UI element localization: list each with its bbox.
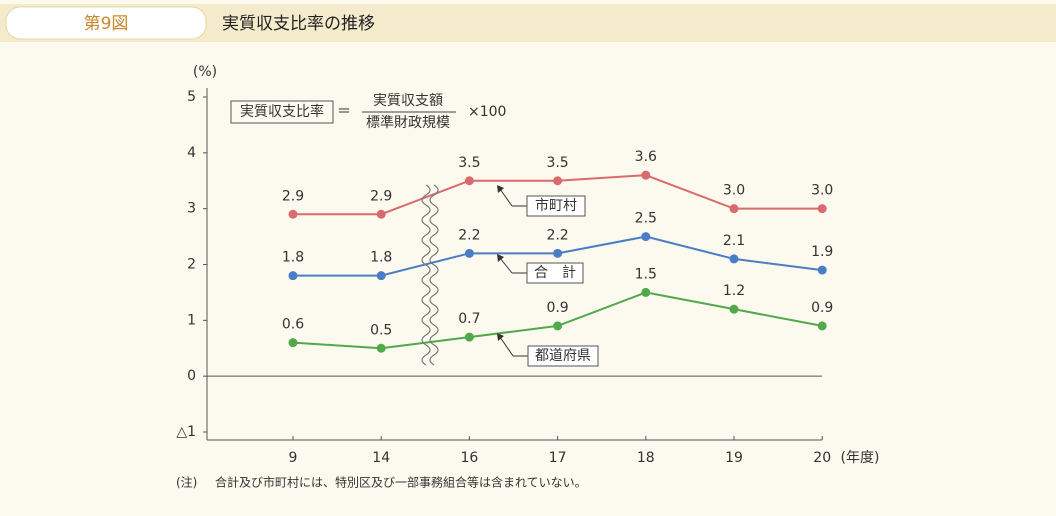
data-label: 3.5 bbox=[546, 155, 568, 171]
data-label: 1.8 bbox=[282, 250, 304, 266]
data-label: 0.9 bbox=[811, 300, 833, 316]
data-label: 0.5 bbox=[370, 322, 392, 338]
point bbox=[817, 321, 827, 331]
point bbox=[817, 265, 827, 275]
data-label: 3.5 bbox=[458, 155, 480, 171]
y-tick-label: △1 bbox=[176, 424, 196, 440]
legend-arrow bbox=[499, 188, 513, 207]
data-label: 3.0 bbox=[723, 183, 745, 199]
x-tick-label: 16 bbox=[460, 450, 478, 466]
y-tick-label: 4 bbox=[187, 145, 196, 161]
point bbox=[464, 332, 474, 342]
legend-box bbox=[526, 262, 584, 284]
legend-arrow bbox=[499, 257, 513, 274]
y-unit: (%) bbox=[193, 64, 217, 80]
y-tick-label: 1 bbox=[187, 312, 196, 328]
point bbox=[376, 343, 386, 353]
data-label: 1.8 bbox=[370, 250, 392, 266]
legend-label: 合 計 bbox=[534, 265, 576, 281]
x-tick-label: 14 bbox=[372, 450, 390, 466]
legend-label: 市町村 bbox=[535, 197, 577, 214]
point bbox=[729, 254, 739, 264]
figure-number: 第9図 bbox=[84, 14, 129, 34]
data-label: 2.1 bbox=[723, 233, 745, 249]
note-mark: (注) bbox=[176, 475, 197, 490]
data-label: 0.6 bbox=[282, 317, 304, 333]
legend-arrow-head bbox=[497, 254, 504, 262]
data-label: 2.2 bbox=[458, 227, 480, 243]
y-tick-label: 2 bbox=[187, 257, 196, 273]
formula-denominator: 標準財政規模 bbox=[366, 115, 450, 131]
point bbox=[288, 209, 298, 219]
x-tick-label: 17 bbox=[549, 450, 567, 466]
data-label: 1.9 bbox=[811, 244, 833, 260]
data-label: 2.5 bbox=[635, 211, 657, 227]
point bbox=[464, 176, 474, 186]
chart-title: 実質収支比率の推移 bbox=[222, 14, 375, 34]
y-tick-label: 3 bbox=[187, 201, 196, 217]
axis-break bbox=[421, 184, 431, 366]
point bbox=[641, 287, 651, 297]
x-tick-label: 9 bbox=[289, 450, 298, 466]
point bbox=[288, 338, 298, 348]
point bbox=[376, 209, 386, 219]
data-label: 1.2 bbox=[723, 283, 745, 299]
legend-label: 都道府県 bbox=[535, 348, 591, 364]
data-label: 2.9 bbox=[282, 188, 304, 204]
formula-multiplier: ×100 bbox=[468, 104, 506, 120]
data-label: 1.5 bbox=[635, 266, 657, 282]
point bbox=[729, 304, 739, 314]
data-label: 3.6 bbox=[635, 149, 657, 165]
formula-lhs: 実質収支比率 bbox=[240, 103, 324, 120]
header-tab bbox=[5, 6, 207, 40]
formula-numerator: 実質収支額 bbox=[373, 93, 443, 109]
point bbox=[729, 204, 739, 214]
legend-box bbox=[527, 345, 599, 367]
formula-box bbox=[230, 100, 334, 124]
point bbox=[464, 248, 474, 258]
legend-arrow bbox=[499, 336, 514, 357]
point bbox=[553, 321, 563, 331]
data-label: 3.0 bbox=[811, 183, 833, 199]
legend-box bbox=[526, 195, 586, 217]
data-label: 2.9 bbox=[370, 188, 392, 204]
axis-break bbox=[429, 184, 439, 366]
note-text: 合計及び市町村には、特別区及び一部事務組合等は含まれていない。 bbox=[215, 475, 587, 490]
x-tick-label: 18 bbox=[637, 450, 655, 466]
point bbox=[641, 170, 651, 180]
legend-arrow-head bbox=[497, 333, 504, 341]
point bbox=[553, 176, 563, 186]
legend-arrow-head bbox=[497, 185, 504, 193]
data-label: 0.7 bbox=[458, 311, 480, 327]
x-tick-label: 20 bbox=[813, 450, 831, 466]
x-tick-label: 19 bbox=[725, 450, 743, 466]
point bbox=[288, 271, 298, 281]
x-unit: (年度) bbox=[841, 450, 880, 466]
point bbox=[376, 271, 386, 281]
point bbox=[817, 204, 827, 214]
formula-eq: ＝ bbox=[337, 104, 351, 120]
data-label: 0.9 bbox=[546, 300, 568, 316]
data-label: 2.2 bbox=[546, 227, 568, 243]
y-tick-label: 0 bbox=[187, 368, 196, 384]
y-tick-label: 5 bbox=[187, 89, 196, 105]
point bbox=[641, 232, 651, 242]
point bbox=[553, 248, 563, 258]
